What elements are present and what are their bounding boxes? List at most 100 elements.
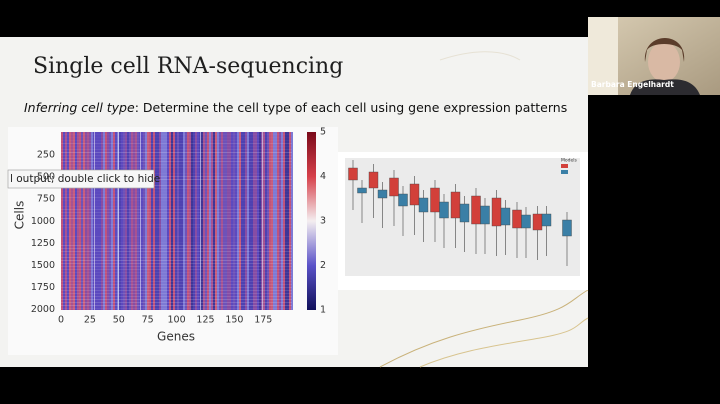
heatmap-band [61, 269, 292, 270]
heatmap-stripe [227, 132, 229, 310]
heatmap-stripe [221, 132, 223, 310]
colorbar-tick-label: 1 [320, 305, 326, 316]
y-axis-label: Cells [13, 201, 27, 230]
y-tick-label: 250 [37, 150, 55, 161]
heatmap-stripe [103, 132, 105, 310]
heatmap-stripe [237, 132, 239, 310]
heatmap-stripe [123, 132, 125, 310]
heatmap-band [61, 191, 292, 192]
heatmap-band [61, 284, 292, 285]
heatmap-band [61, 299, 292, 300]
heatmap-band [61, 236, 292, 237]
heatmap-stripe [131, 132, 133, 310]
heatmap-stripe [225, 132, 227, 310]
legend-swatch [561, 164, 568, 168]
heatmap-stripe [71, 132, 73, 310]
heatmap-band [61, 197, 292, 198]
heatmap-stripe [133, 132, 135, 310]
heatmap-band [61, 206, 292, 207]
heatmap-stripe [241, 132, 243, 310]
heatmap-stripe [177, 132, 179, 310]
heatmap-stripe [137, 132, 139, 310]
heatmap-stripe [171, 132, 173, 310]
heatmap-stripe [97, 132, 99, 310]
video-light [588, 17, 618, 95]
participant-name: Barbara Engelhardt [591, 80, 674, 89]
heatmap-band [61, 137, 292, 138]
heatmap-stripe [211, 132, 213, 310]
heatmap-band [61, 215, 292, 216]
heatmap-stripe [83, 132, 85, 310]
heatmap-band [61, 143, 292, 144]
box [512, 209, 522, 229]
heatmap-stripe [91, 132, 93, 310]
heatmap-band [61, 179, 292, 180]
heatmap-stripe [145, 132, 147, 310]
box [521, 214, 531, 229]
heatmap-stripe [249, 132, 251, 310]
heatmap-stripe [161, 132, 163, 310]
heatmap-stripe [173, 132, 175, 310]
heatmap-stripe [231, 132, 233, 310]
x-tick-label: 75 [142, 315, 154, 326]
heatmap-stripe [67, 132, 69, 310]
box [532, 213, 543, 231]
heatmap-stripe [165, 132, 167, 310]
heatmap-band [61, 188, 292, 189]
heatmap-gridline [140, 132, 141, 310]
heatmap-stripe [197, 132, 199, 310]
heatmap-band [61, 155, 292, 156]
heatmap-stripe [215, 132, 217, 310]
heatmap-band [61, 227, 292, 228]
box [491, 197, 502, 227]
tooltip [7, 169, 155, 189]
y-tick-label: 2000 [31, 304, 55, 315]
box [418, 197, 429, 213]
boxplot [348, 160, 572, 266]
y-tick-label: 1750 [31, 282, 55, 293]
heatmap-band [61, 224, 292, 225]
box [541, 213, 552, 227]
heatmap-band [61, 212, 292, 213]
heatmap-stripe [223, 132, 225, 310]
heatmap-stripe [105, 132, 107, 310]
heatmap-stripe [291, 132, 293, 310]
heatmap-band [61, 134, 292, 135]
heatmap-band [61, 209, 292, 210]
heatmap-gridline [200, 132, 201, 310]
heatmap-band [61, 290, 292, 291]
x-tick-label: 175 [254, 315, 272, 326]
box [409, 183, 420, 206]
participant-shirt [630, 79, 700, 95]
x-tick-label: 150 [225, 315, 243, 326]
heatmap-stripe [239, 132, 241, 310]
heatmap-stripe [247, 132, 249, 310]
heatmap-stripe [253, 132, 255, 310]
heatmap-stripe [99, 132, 101, 310]
heatmap-stripe [181, 132, 183, 310]
box [368, 171, 379, 189]
box [471, 195, 481, 225]
heatmap-stripe [175, 132, 177, 310]
heatmap-stripe [257, 132, 259, 310]
heatmap-stripe [121, 132, 123, 310]
colorbar-tick-label: 4 [320, 171, 326, 182]
heatmap-stripe [153, 132, 155, 310]
heatmap-stripe [157, 132, 159, 310]
heatmap-stripe [115, 132, 117, 310]
heatmap-stripe [113, 132, 115, 310]
heatmap-gridline [118, 132, 119, 310]
decor-line [439, 51, 521, 61]
heatmap-stripe [73, 132, 75, 310]
box [357, 187, 367, 194]
heatmap-band [61, 263, 292, 264]
heatmap-stripe [259, 132, 261, 310]
heatmap-stripe [187, 132, 189, 310]
heatmap-stripe [89, 132, 91, 310]
box [439, 201, 449, 219]
heatmap-band [61, 254, 292, 255]
y-tick-label: 1500 [31, 260, 55, 271]
heatmap-band [61, 260, 292, 261]
heatmap-stripe [159, 132, 161, 310]
